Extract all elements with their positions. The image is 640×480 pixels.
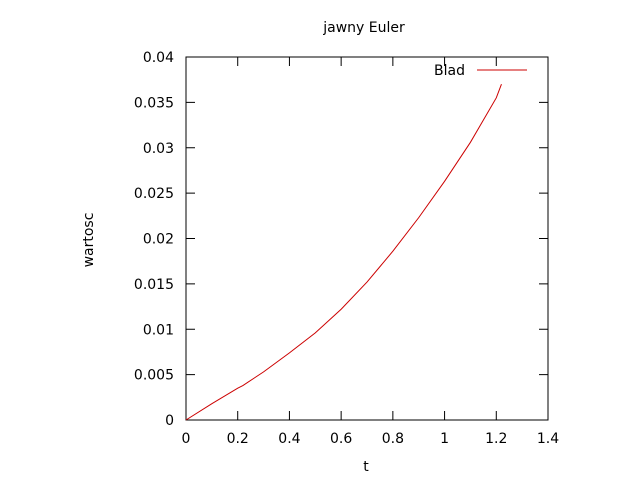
- series-layer: [185, 84, 502, 421]
- x-tick-label: 1.4: [537, 431, 559, 447]
- y-tick-label: 0.02: [143, 232, 174, 248]
- x-tick-label: 0: [182, 431, 191, 447]
- y-axis-label: wartosc: [81, 213, 97, 268]
- x-tick-label: 0.8: [382, 431, 404, 447]
- y-tick-label: 0.005: [134, 368, 174, 384]
- chart-title: jawny Euler: [322, 20, 405, 36]
- series-line-blad: [185, 84, 502, 421]
- legend-label: Blad: [434, 63, 465, 79]
- y-tick-label: 0.015: [134, 277, 174, 293]
- y-tick-label: 0: [165, 413, 174, 429]
- x-axis-ticks: 0 0.2 0.4 0.6 0.8 1 1.2 1.4: [182, 57, 559, 447]
- y-tick-label: 0.01: [143, 322, 174, 338]
- x-tick-label: 1.2: [485, 431, 507, 447]
- y-tick-label: 0.025: [134, 186, 174, 202]
- x-tick-label: 1: [440, 431, 449, 447]
- x-tick-label: 0.6: [330, 431, 352, 447]
- legend: Blad: [434, 63, 527, 79]
- y-tick-label: 0.03: [143, 141, 174, 157]
- x-axis-label: t: [363, 459, 369, 475]
- y-axis-ticks: 0 0.005 0.01 0.015 0.02 0.025 0.03 0.035 0.04: [134, 50, 548, 429]
- y-tick-label: 0.04: [143, 50, 174, 66]
- plot-frame: [185, 56, 549, 421]
- y-tick-label: 0.035: [134, 95, 174, 111]
- x-tick-label: 0.2: [227, 431, 249, 447]
- x-tick-label: 0.4: [278, 431, 300, 447]
